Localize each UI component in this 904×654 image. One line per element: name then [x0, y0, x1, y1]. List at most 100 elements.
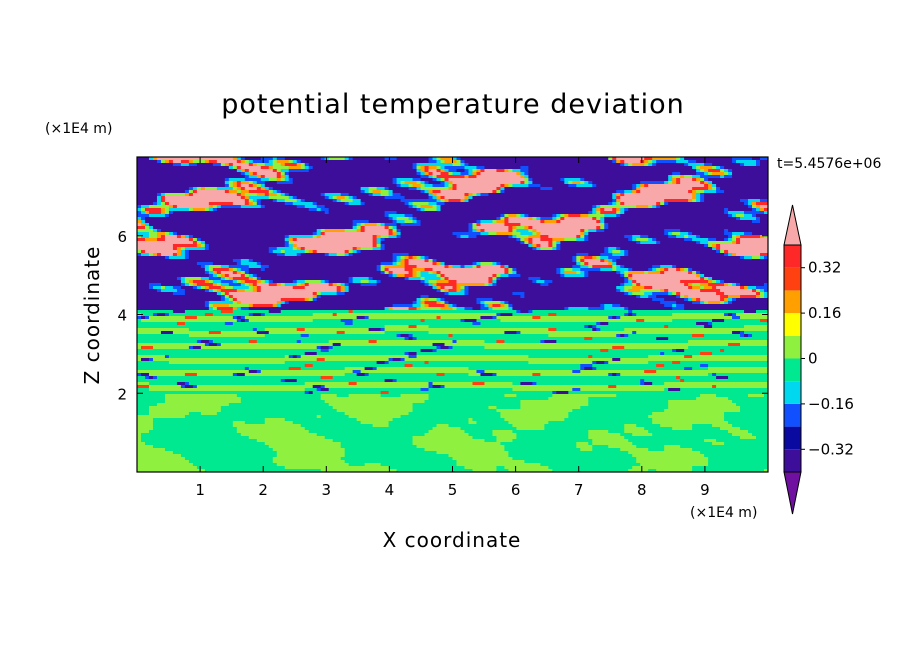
- heatmap-cell: [192, 244, 198, 248]
- heatmap-cell: [620, 226, 625, 230]
- heatmap-cell: [608, 178, 613, 182]
- heatmap-cell: [672, 223, 677, 227]
- heatmap-cell: [660, 220, 665, 224]
- heatmap-cell: [216, 199, 222, 203]
- heatmap-cell: [280, 187, 286, 191]
- heatmap-cell: [572, 208, 577, 212]
- heatmap-cell: [168, 229, 174, 233]
- heatmap-cell: [436, 196, 442, 200]
- heatmap-cell: [756, 223, 761, 227]
- heatmap-cell: [644, 199, 649, 203]
- heatmap-cell: [300, 205, 306, 209]
- heatmap-cell: [748, 160, 753, 164]
- heatmap-cell: [764, 220, 768, 224]
- heatmap-cell: [137, 226, 142, 230]
- heatmap-cell: [296, 160, 302, 164]
- heatmap-cell: [712, 247, 717, 251]
- heatmap-cell: [556, 202, 561, 206]
- heatmap-cell: [252, 250, 258, 254]
- heatmap-cell: [368, 202, 374, 206]
- heatmap-cell: [740, 157, 745, 161]
- heatmap-cell: [360, 199, 366, 203]
- heatmap-cell: [392, 208, 398, 212]
- heatmap-cell: [696, 223, 701, 227]
- heatmap-cell: [268, 157, 274, 161]
- heatmap-cell: [496, 157, 502, 161]
- heatmap-cell: [160, 163, 166, 167]
- heatmap-cell: [464, 238, 470, 242]
- heatmap-cell: [620, 238, 625, 242]
- heatmap-cell: [336, 226, 342, 230]
- heatmap-cell: [336, 193, 342, 197]
- heatmap-cell: [736, 157, 741, 161]
- heatmap-cell: [684, 241, 689, 245]
- heatmap-cell: [300, 157, 306, 161]
- heatmap-cell: [232, 184, 238, 188]
- heatmap-cell: [188, 181, 194, 185]
- heatmap-cell: [556, 238, 561, 242]
- heatmap-cell: [516, 250, 521, 254]
- heatmap-cell: [380, 208, 386, 212]
- heatmap-cell: [540, 160, 545, 164]
- heatmap-cell: [608, 172, 613, 176]
- heatmap-cell: [716, 160, 721, 164]
- heatmap-cell: [168, 220, 174, 224]
- heatmap-cell: [592, 193, 597, 197]
- heatmap-cell: [612, 190, 617, 194]
- heatmap-cell: [196, 187, 202, 191]
- heatmap-cell: [188, 232, 194, 236]
- heatmap-cell: [720, 247, 725, 251]
- heatmap-cell: [696, 235, 701, 239]
- heatmap-cell: [328, 178, 334, 182]
- heatmap-cell: [636, 217, 641, 221]
- heatmap-cell: [308, 193, 314, 197]
- heatmap-cell: [580, 223, 585, 227]
- heatmap-cell: [480, 217, 486, 221]
- heatmap-cell: [380, 157, 386, 161]
- heatmap-cell: [612, 193, 617, 197]
- heatmap-cell: [624, 205, 629, 209]
- heatmap-cell: [396, 220, 402, 224]
- heatmap-cell: [368, 163, 374, 167]
- heatmap-cell: [340, 244, 346, 248]
- heatmap-cell: [460, 217, 466, 221]
- heatmap-cell: [352, 205, 358, 209]
- heatmap-cell: [404, 172, 410, 176]
- heatmap-cell: [400, 229, 406, 233]
- heatmap-cell: [152, 190, 158, 194]
- heatmap-cell: [304, 241, 310, 245]
- heatmap-cell: [632, 202, 637, 206]
- heatmap-cell: [464, 229, 470, 233]
- heatmap-cell: [708, 247, 713, 251]
- heatmap-cell: [444, 205, 450, 209]
- heatmap-cell: [508, 238, 514, 242]
- heatmap-cell: [664, 220, 669, 224]
- heatmap-cell: [208, 220, 214, 224]
- heatmap-cell: [496, 244, 502, 248]
- heatmap-cell: [740, 172, 745, 176]
- heatmap-cell: [456, 232, 462, 236]
- heatmap-cell: [236, 175, 242, 179]
- heatmap-cell: [564, 190, 569, 194]
- heatmap-cell: [304, 214, 310, 218]
- heatmap-cell: [520, 187, 525, 191]
- heatmap-cell: [744, 187, 749, 191]
- heatmap-cell: [324, 175, 330, 179]
- heatmap-cell: [736, 244, 741, 248]
- heatmap-cell: [544, 175, 549, 179]
- heatmap-cell: [504, 244, 510, 248]
- heatmap-cell: [704, 238, 709, 242]
- heatmap-cell: [460, 172, 466, 176]
- heatmap-cell: [696, 241, 701, 245]
- heatmap-cell: [684, 238, 689, 242]
- heatmap-cell: [152, 160, 158, 164]
- heatmap-cell: [724, 241, 729, 245]
- heatmap-cell: [616, 169, 621, 173]
- heatmap-cell: [604, 181, 609, 185]
- heatmap-cell: [520, 178, 525, 182]
- heatmap-cell: [172, 247, 178, 251]
- heatmap-cell: [356, 178, 362, 182]
- heatmap-cell: [540, 187, 545, 191]
- heatmap-cell: [668, 187, 673, 191]
- heatmap-cell: [608, 214, 613, 218]
